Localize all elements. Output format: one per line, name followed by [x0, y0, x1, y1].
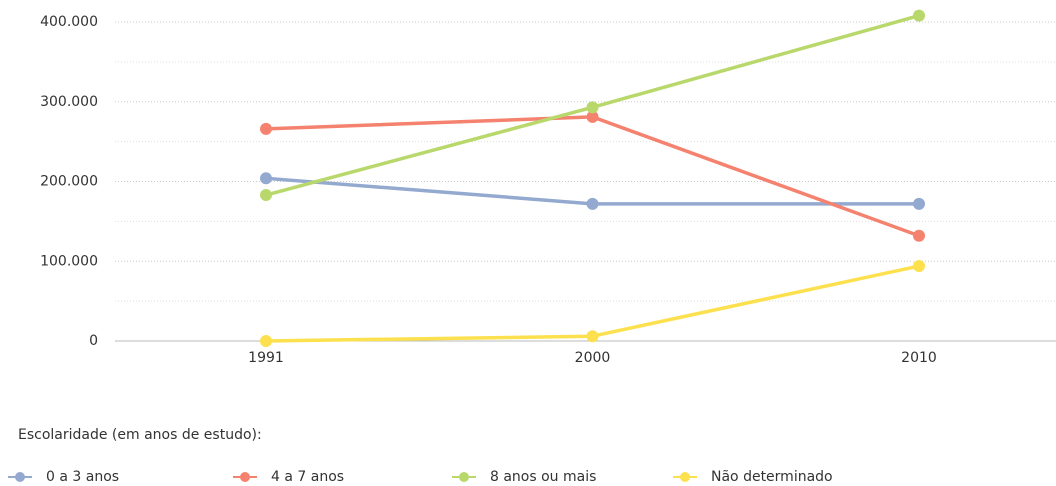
data-point	[913, 229, 925, 242]
series-line	[265, 115, 920, 238]
data-point	[913, 9, 925, 22]
legend-marker	[459, 472, 469, 482]
legend-label: Não determinado	[711, 469, 833, 485]
data-point	[260, 189, 272, 202]
legend-label: 8 anos ou mais	[490, 469, 596, 485]
data-point	[586, 197, 599, 210]
data-point	[260, 122, 272, 135]
x-tick-label: 1991	[248, 350, 284, 366]
x-tick-label: 2000	[575, 350, 611, 366]
y-tick-label: 0	[89, 333, 98, 349]
data-point	[586, 330, 599, 343]
y-tick-label: 400.000	[40, 14, 98, 30]
legend-marker	[680, 472, 690, 482]
legend-marker	[240, 472, 250, 482]
data-point	[913, 197, 925, 210]
y-tick-label: 200.000	[40, 174, 98, 190]
legend-label: 0 a 3 anos	[46, 469, 119, 485]
y-tick-label: 100.000	[40, 253, 98, 269]
series-line	[265, 264, 920, 343]
data-point	[913, 260, 925, 273]
data-point	[260, 335, 272, 347]
data-point	[260, 172, 272, 185]
x-tick-label: 2010	[901, 350, 937, 366]
y-tick-label: 300.000	[40, 94, 98, 110]
legend-marker	[15, 472, 25, 482]
data-point	[586, 101, 599, 114]
legend-title: Escolaridade (em anos de estudo):	[18, 427, 262, 443]
data-point	[586, 110, 599, 123]
legend-label: 4 a 7 anos	[271, 469, 344, 485]
